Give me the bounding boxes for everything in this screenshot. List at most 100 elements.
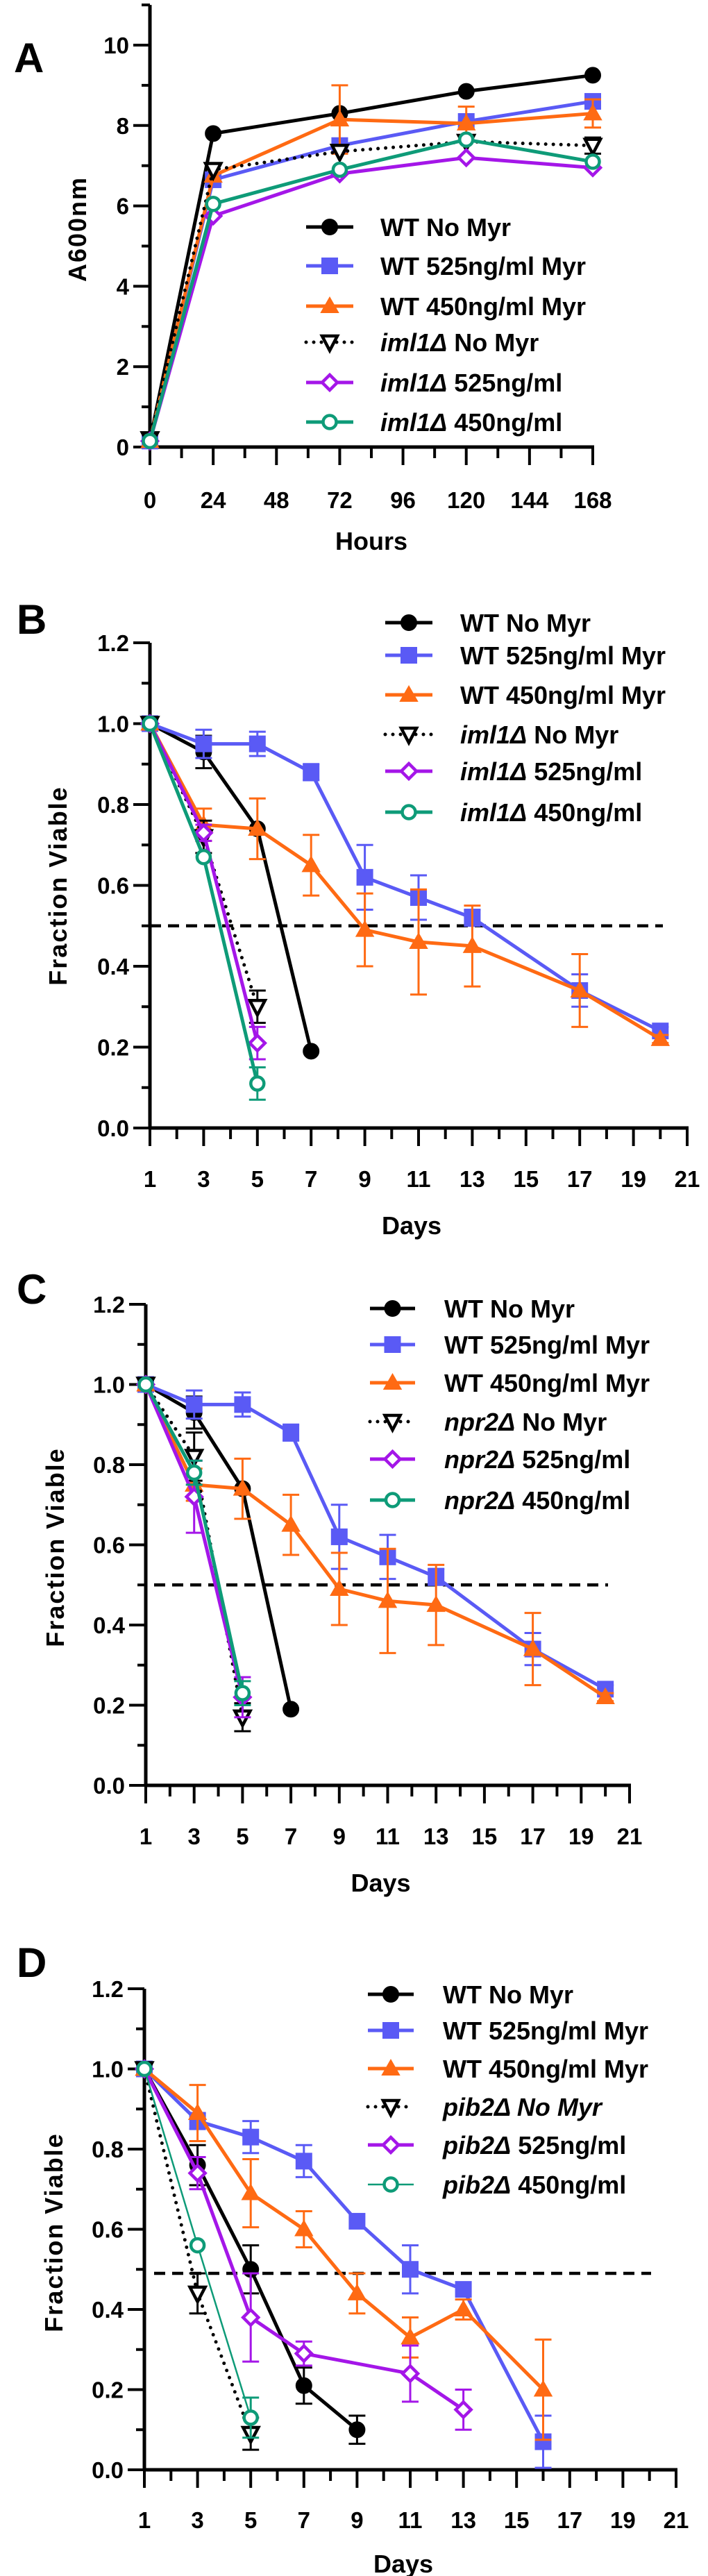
x-tick-label: 17 (557, 2507, 582, 2533)
data-point (355, 920, 375, 937)
series-wt-no-myr (137, 1376, 300, 1718)
y-tick-label: 0.4 (93, 1613, 126, 1638)
legend-marker (398, 761, 419, 782)
data-point (294, 2219, 314, 2237)
data-point (187, 2103, 208, 2121)
x-tick-label: 13 (450, 2507, 476, 2533)
data-point (330, 1579, 349, 1597)
data-point (205, 195, 221, 212)
legend-item: WT 450ng/ml Myr (385, 681, 666, 709)
legend-item: WT 525ng/ml Myr (368, 2017, 648, 2045)
x-tick-label: 3 (191, 2507, 203, 2533)
series-npr2-no-myr (135, 1377, 253, 1733)
legend-label: WT No Myr (380, 213, 511, 242)
data-point (187, 2163, 208, 2183)
legend-label: npr2Δ 525ng/ml (444, 1445, 630, 1474)
x-tick-label: 24 (201, 487, 226, 513)
legend-marker (399, 684, 419, 702)
x-tick-label: 21 (617, 1824, 643, 1849)
data-point (378, 1591, 398, 1608)
series-line (143, 2067, 545, 2391)
data-point (331, 161, 348, 178)
series-line (148, 723, 260, 1044)
x-axis-title: Days (351, 1869, 410, 1897)
legend-label: WT 525ng/ml Myr (460, 641, 666, 670)
data-point (348, 2421, 366, 2439)
data-point (247, 1033, 267, 1053)
legend-marker (319, 372, 340, 393)
data-point (249, 1075, 266, 1092)
y-tick-label: 1.2 (92, 1976, 124, 2002)
panel-label: D (17, 1939, 47, 1986)
data-point (187, 2285, 208, 2305)
series-wt-450ng-ml-myr (135, 2059, 553, 2441)
legend-label-rest: 525ng/ml (527, 757, 642, 786)
legend-marker (382, 1372, 403, 1390)
series-line (148, 722, 260, 1009)
legend-marker (382, 1986, 399, 2003)
legend-label-rest: 525ng/ml (511, 2131, 626, 2160)
series-line (144, 1383, 244, 1698)
x-tick-label: 48 (264, 487, 289, 513)
data-point (234, 1685, 251, 1701)
legend-marker (384, 1336, 401, 1353)
data-point (248, 735, 266, 752)
legend-label: iml1Δ 525ng/ml (380, 369, 562, 397)
legend-item: npr2Δ 525ng/ml (370, 1445, 630, 1474)
legend-label-italic: iml1Δ (380, 408, 447, 437)
y-tick-label: 1.0 (93, 1372, 125, 1398)
series-iml1-525ng-ml (140, 714, 267, 1061)
y-tick-label: 2 (117, 354, 129, 380)
y-axis-title: Fraction Viable (40, 2132, 68, 2332)
x-tick-label: 3 (188, 1824, 201, 1849)
legend-item: pib2Δ 525ng/ml (368, 2131, 626, 2160)
data-point (401, 2327, 420, 2345)
legend-label-italic: iml1Δ (380, 328, 447, 357)
x-axis-title: Days (373, 2550, 433, 2576)
legend-item: iml1Δ 525ng/ml (385, 757, 642, 786)
data-point (194, 823, 214, 843)
x-tick-label: 11 (376, 1824, 400, 1849)
legend-marker (401, 614, 417, 631)
data-point (409, 932, 428, 950)
series-iml1-450ng-ml (142, 715, 266, 1101)
legend-label: pib2Δ No Myr (442, 2093, 603, 2121)
legend-marker (398, 726, 419, 746)
legend-item: WT 525ng/ml Myr (385, 641, 666, 670)
y-tick-label: 0.0 (93, 1773, 125, 1799)
legend-label-rest: 525ng/ml (447, 369, 562, 397)
data-point (195, 735, 212, 752)
legend-label: WT 525ng/ml Myr (380, 252, 586, 280)
x-tick-label: 96 (390, 487, 416, 513)
data-point (330, 110, 350, 127)
legend-label-italic: npr2Δ (444, 1445, 515, 1474)
x-tick-label: 15 (504, 2507, 530, 2533)
legend-item: WT 450ng/ml Myr (368, 2055, 648, 2083)
data-point (241, 2307, 261, 2327)
x-axis-title: Days (382, 1211, 441, 1240)
x-tick-label: 15 (472, 1824, 498, 1849)
legend-item: pib2Δ No Myr (366, 2093, 603, 2121)
x-tick-label: 19 (610, 2507, 636, 2533)
data-point (455, 2281, 472, 2298)
legend-item: iml1Δ No Myr (383, 721, 618, 749)
x-tick-label: 17 (520, 1824, 546, 1849)
legend-label-rest: 450ng/ml (511, 2171, 626, 2199)
x-tick-label: 7 (298, 2507, 310, 2533)
data-point (330, 1528, 348, 1545)
x-tick-label: 7 (285, 1824, 297, 1849)
series-pib2-450ng-ml (136, 2060, 260, 2439)
data-point (189, 2237, 206, 2254)
series-line (148, 723, 260, 1084)
data-point (183, 1449, 205, 1469)
legend-label-italic: iml1Δ (460, 798, 527, 827)
y-tick-label: 0.0 (97, 1116, 129, 1141)
data-point (402, 2261, 419, 2278)
series-line (144, 1383, 293, 1710)
legend-label: iml1Δ 525ng/ml (460, 757, 642, 786)
series-line (144, 1383, 244, 1719)
data-point (453, 2400, 473, 2420)
data-point (185, 1396, 203, 1413)
data-point (247, 999, 268, 1019)
